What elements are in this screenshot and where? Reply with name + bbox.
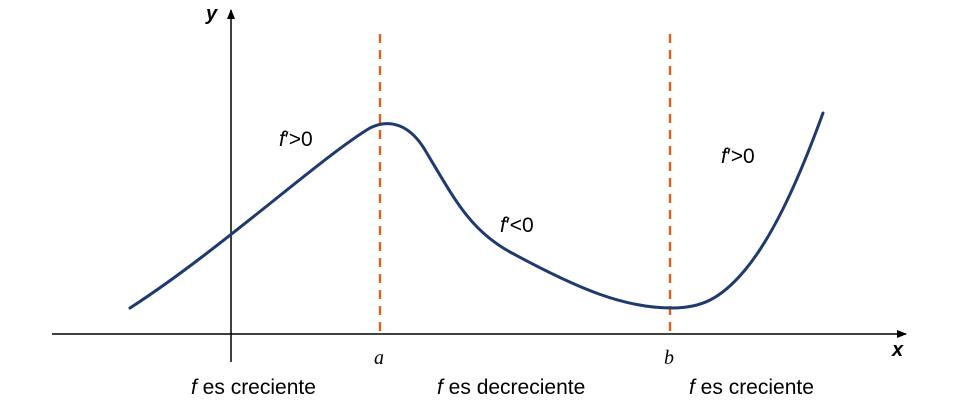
- interval-label-2: f es decreciente: [437, 376, 585, 399]
- interval-label-3: f es creciente: [689, 376, 814, 399]
- marker-label-b: b: [664, 347, 674, 369]
- derivative-label-2: f′<0: [500, 214, 534, 237]
- derivative-label-3: f′>0: [721, 145, 755, 168]
- marker-label-a: a: [374, 347, 384, 369]
- x-axis-label: x: [891, 339, 904, 361]
- y-axis-label: y: [205, 3, 218, 25]
- function-curve: [128, 111, 825, 310]
- derivative-label-1: f′>0: [279, 128, 313, 151]
- interval-label-1: f es creciente: [191, 376, 316, 399]
